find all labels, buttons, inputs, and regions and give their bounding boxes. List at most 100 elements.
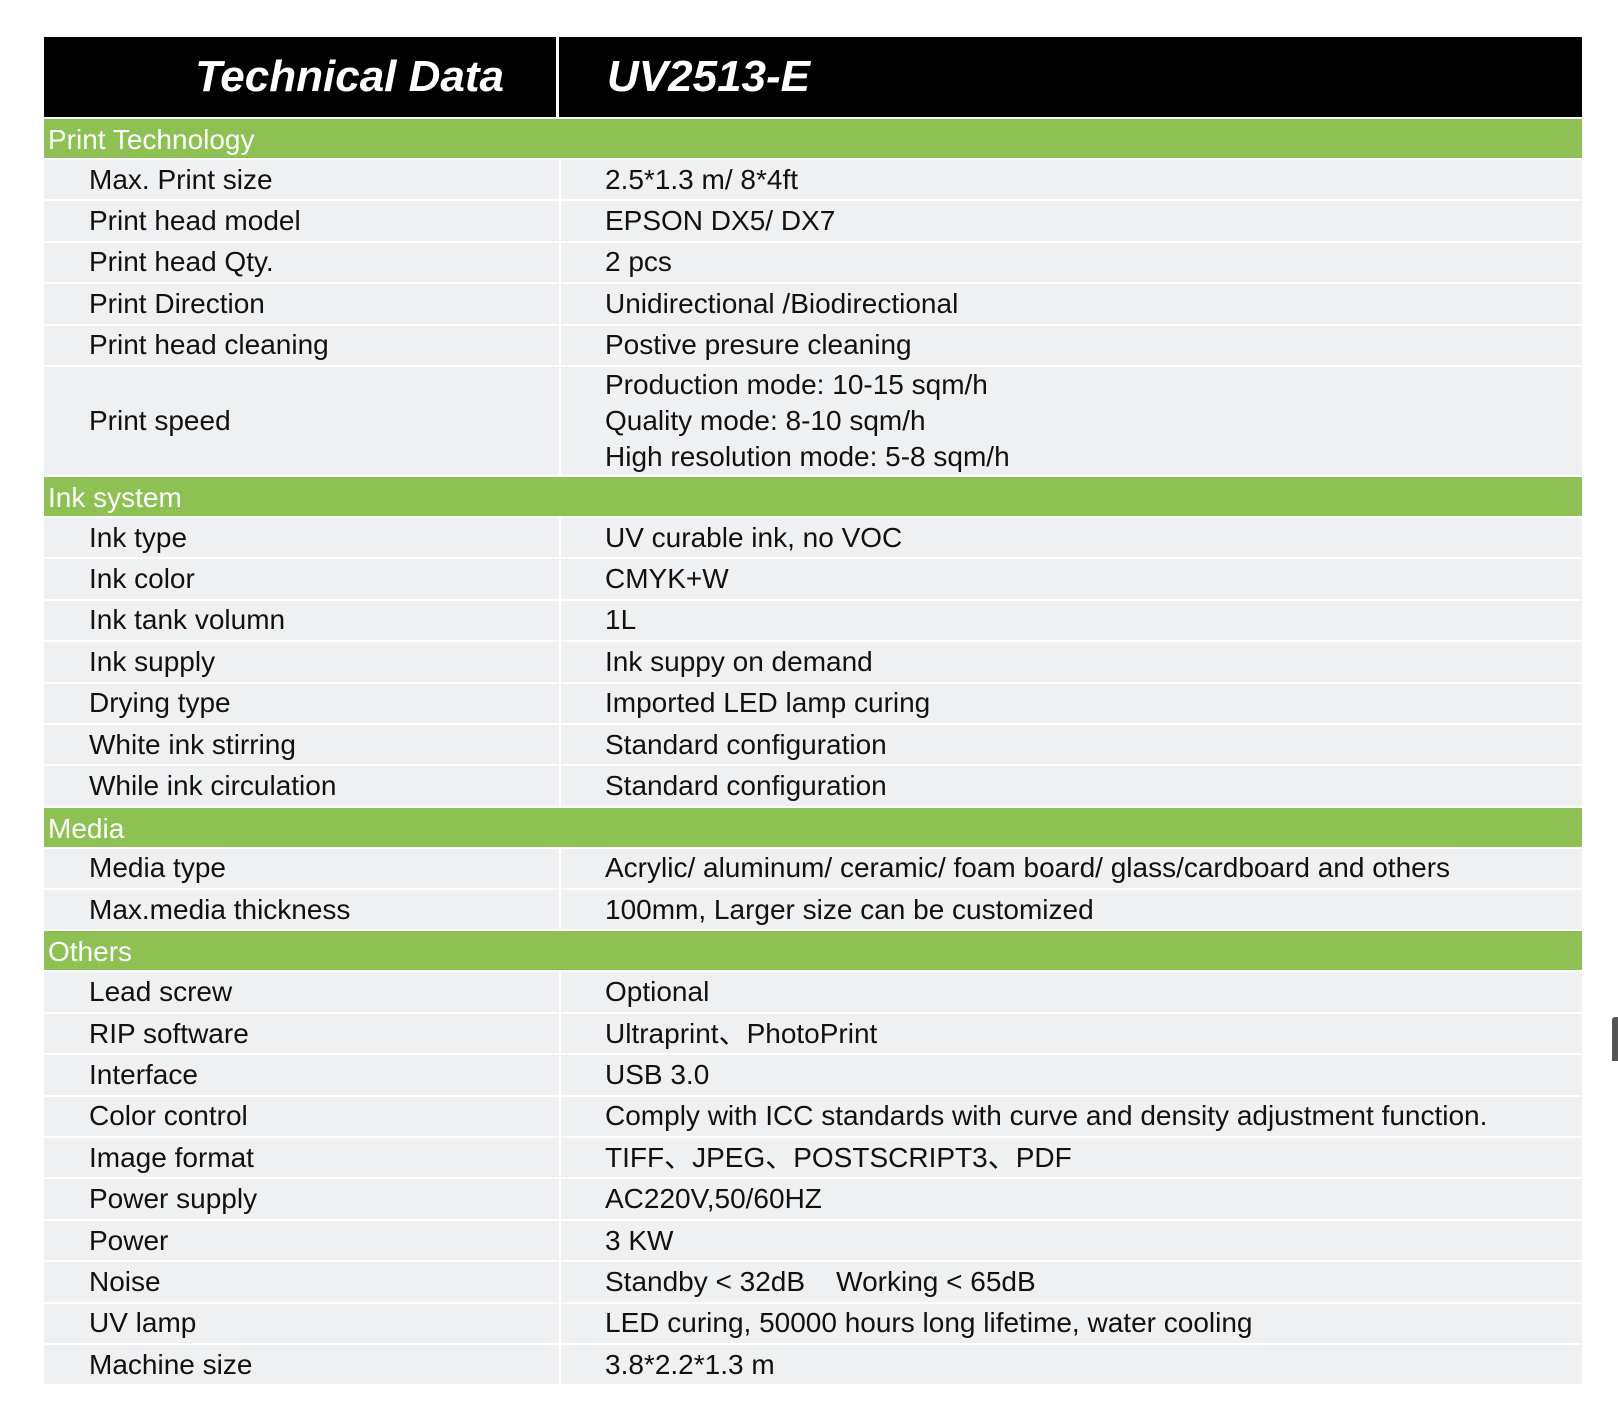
- row-value: 1L: [605, 604, 637, 636]
- row-value: Imported LED lamp curing: [605, 687, 931, 719]
- row-label: Lead screw: [44, 972, 561, 1012]
- header-title-cell: Technical Data: [44, 37, 559, 117]
- row-value-cell: Acrylic/ aluminum/ ceramic/ foam board/ …: [561, 849, 1582, 888]
- row-label: Machine size: [44, 1344, 561, 1385]
- row-value-cell: CMYK+W: [561, 559, 1582, 598]
- section-header: Ink system: [44, 474, 1582, 516]
- row-label: RIP software: [44, 1013, 561, 1054]
- table-row: Interface USB 3.0: [44, 1053, 1582, 1095]
- row-value: Standard configuration: [605, 728, 887, 760]
- row-value-cell: Production mode: 10-15 sqm/h Quality mode…: [561, 367, 1582, 475]
- row-value-cell: 2.5*1.3 m/ 8*4ft: [561, 160, 1582, 199]
- row-value-cell: TIFF、JPEG、POSTSCRIPT3、PDF: [561, 1138, 1582, 1177]
- table-row: While ink circulation Standard configurat…: [44, 764, 1582, 806]
- row-value: 2.5*1.3 m/ 8*4ft: [605, 163, 799, 195]
- table-row: White ink stirring Standard configuration: [44, 722, 1582, 765]
- row-label: Color control: [44, 1096, 561, 1137]
- table-row: Print head cleaning Postive presure clean…: [44, 323, 1582, 365]
- table-row: Print head model EPSON DX5/ DX7: [44, 199, 1582, 241]
- table-row: Noise Standby < 32dB Working < 65dB: [44, 1260, 1582, 1302]
- table-row: Ink supply Ink suppy on demand: [44, 640, 1582, 682]
- section-header: Others: [44, 929, 1582, 971]
- row-value-cell: 1L: [561, 601, 1582, 640]
- row-value-cell: Standard configuration: [561, 725, 1582, 764]
- table-row: RIP software Ultraprint、PhotoPrint: [44, 1011, 1582, 1054]
- row-value: TIFF、JPEG、POSTSCRIPT3、PDF: [605, 1141, 1072, 1173]
- row-value: 100mm, Larger size can be customized: [605, 893, 1094, 925]
- row-value: USB 3.0: [605, 1058, 710, 1090]
- row-value-cell: EPSON DX5/ DX7: [561, 201, 1582, 240]
- row-value-cell: LED curing, 50000 hours long lifetime, w…: [561, 1304, 1582, 1343]
- row-value: 2 pcs: [605, 246, 672, 278]
- row-value: AC220V,50/60HZ: [605, 1183, 822, 1215]
- row-value: Comply with ICC standards with curve and…: [605, 1100, 1488, 1132]
- row-value-cell: 3 KW: [561, 1221, 1582, 1260]
- header-title: Technical Data: [195, 52, 504, 101]
- row-value: Standard configuration: [605, 769, 887, 801]
- row-value-cell: Standby < 32dB Working < 65dB: [561, 1262, 1582, 1301]
- row-label: Ink type: [44, 517, 561, 558]
- row-value-cell: Postive presure cleaning: [561, 326, 1582, 365]
- header-model-cell: UV2513-E: [559, 37, 1582, 117]
- row-value-cell: 2 pcs: [561, 243, 1582, 282]
- row-value-cell: Standard configuration: [561, 766, 1582, 805]
- row-value: Production mode: 10-15 sqm/h: [605, 368, 988, 400]
- table-row: Drying type Imported LED lamp curing: [44, 681, 1582, 723]
- row-label: Max. Print size: [44, 160, 561, 200]
- row-value-cell: USB 3.0: [561, 1055, 1582, 1094]
- row-value-cell: Optional: [561, 972, 1582, 1011]
- row-value-cell: AC220V,50/60HZ: [561, 1179, 1582, 1218]
- row-label: Ink color: [44, 559, 561, 599]
- section-header: Media: [44, 805, 1582, 847]
- row-value-cell: UV curable ink, no VOC: [561, 518, 1582, 557]
- table-row: Max.media thickness 100mm, Larger size ca…: [44, 888, 1582, 930]
- table-row: Print speed Production mode: 10-15 sqm/h Q…: [44, 364, 1582, 475]
- table-row: Lead screw Optional: [44, 970, 1582, 1012]
- row-label: Print head cleaning: [44, 325, 561, 365]
- row-value-cell: Ink suppy on demand: [561, 642, 1582, 681]
- row-value-cell: Comply with ICC standards with curve and…: [561, 1097, 1582, 1136]
- row-value: 3.8*2.2*1.3 m: [605, 1348, 775, 1380]
- row-label: Power supply: [44, 1179, 561, 1219]
- row-value: 3 KW: [605, 1224, 674, 1256]
- table-row: Ink type UV curable ink, no VOC: [44, 515, 1582, 558]
- row-label: Media type: [44, 848, 561, 889]
- row-label: Print Direction: [44, 284, 561, 324]
- row-label: While ink circulation: [44, 766, 561, 806]
- row-label: Power: [44, 1220, 561, 1261]
- row-value-cell: Unidirectional /Biodirectional: [561, 284, 1582, 323]
- row-value: Acrylic/ aluminum/ ceramic/ foam board/ …: [605, 852, 1451, 884]
- row-label: Print speed: [44, 366, 561, 475]
- row-value: Ink suppy on demand: [605, 645, 873, 677]
- table-row: Power 3 KW: [44, 1218, 1582, 1261]
- row-label: Interface: [44, 1055, 561, 1095]
- row-label: Print head model: [44, 201, 561, 241]
- table-row: Ink color CMYK+W: [44, 557, 1582, 599]
- row-value: CMYK+W: [605, 563, 729, 595]
- table-row: Machine size 3.8*2.2*1.3 m: [44, 1342, 1582, 1385]
- row-label: Noise: [44, 1262, 561, 1302]
- table-row: Image format TIFF、JPEG、POSTSCRIPT3、PDF: [44, 1136, 1582, 1178]
- row-value: Ultraprint、PhotoPrint: [605, 1017, 878, 1049]
- technical-data-table: Technical Data UV2513-E Print Technology…: [44, 37, 1582, 1385]
- row-value: Postive presure cleaning: [605, 329, 912, 361]
- table-body: Print Technology Max. Print size 2.5*1.3 m…: [44, 117, 1582, 1385]
- row-value: Unidirectional /Biodirectional: [605, 287, 959, 319]
- table-row: Ink tank volumn 1L: [44, 598, 1582, 641]
- row-value: Optional: [605, 976, 710, 1008]
- row-label: Ink supply: [44, 642, 561, 682]
- table-row: Max. Print size 2.5*1.3 m/ 8*4ft: [44, 158, 1582, 200]
- row-value-cell: Imported LED lamp curing: [561, 684, 1582, 723]
- row-label: UV lamp: [44, 1303, 561, 1343]
- table-row: Print head Qty. 2 pcs: [44, 240, 1582, 283]
- row-value: Quality mode: 8-10 sqm/h: [605, 404, 926, 436]
- section-header: Print Technology: [44, 117, 1582, 158]
- row-label: Max.media thickness: [44, 890, 561, 930]
- row-value-cell: 3.8*2.2*1.3 m: [561, 1345, 1582, 1384]
- row-label: Drying type: [44, 683, 561, 723]
- row-label: Print head Qty.: [44, 242, 561, 283]
- row-value: EPSON DX5/ DX7: [605, 205, 836, 237]
- table-row: Power supply AC220V,50/60HZ: [44, 1177, 1582, 1219]
- row-value: High resolution mode: 5-8 sqm/h: [605, 440, 1010, 472]
- row-value-cell: 100mm, Larger size can be customized: [561, 890, 1582, 929]
